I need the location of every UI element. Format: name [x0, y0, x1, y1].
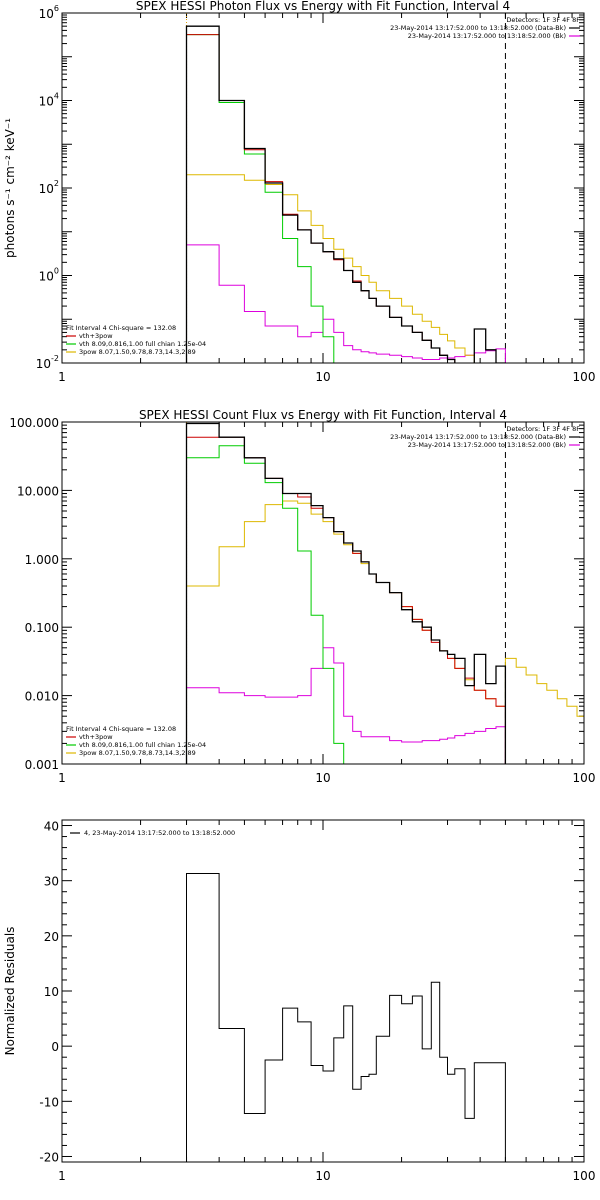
x-axis: 1 10 100: [58, 820, 595, 1183]
legend-entry: 3pow 8.07,1.50,9.78,8.73,14.3,2.89: [79, 348, 196, 356]
plot-frame: [61, 421, 585, 765]
chart-3: Normalized Residuals 1 10 100 -20 -10 0 10 20 30 4…: [3, 819, 595, 1183]
legend-entry: 23-May-2014 13:17:52.000 to 13:18:52.000…: [390, 24, 566, 32]
series-line: [186, 436, 506, 764]
series-line: [185, 25, 507, 363]
y-axis: 0.001 0.010 0.100 1.000 10.000 100.000: [9, 416, 584, 772]
legend-header: Fit Interval 4 Chi-square = 132.08: [66, 725, 176, 733]
legend-entry: vth 8.09,0.816,1.00 full chian 1.25e-04: [79, 741, 206, 749]
y-tick-label: -20: [39, 1150, 59, 1164]
y-tick-label: 100.000: [9, 416, 59, 430]
y-tick-label: 10: [44, 985, 59, 999]
x-tick-label: 100: [573, 1169, 596, 1183]
chart-title: SPEX HESSI Photon Flux vs Energy with Fi…: [136, 0, 510, 13]
x-tick-label: 10: [315, 771, 330, 785]
series-line: [186, 244, 506, 363]
y-tick-label: 0: [51, 1040, 59, 1054]
x-axis: 1 10 100: [58, 13, 595, 384]
y-tick-label: 1.000: [25, 553, 59, 567]
y-tick-label: 0.001: [25, 758, 59, 772]
plot-frame: [61, 12, 585, 364]
legend-header: Detectors: 1F 3F 4F 8F: [506, 16, 580, 24]
y-axis-label: photons s⁻¹ cm⁻² keV⁻¹: [3, 118, 17, 258]
legend-entry: vth+3pow: [79, 332, 113, 340]
y-axis-label: Normalized Residuals: [3, 927, 17, 1056]
y-tick-label: 106: [39, 4, 59, 21]
x-tick-label: 100: [573, 370, 596, 384]
legend-entry: vth 8.09,0.816,1.00 full chian 1.25e-04: [79, 340, 206, 348]
y-tick-label: 102: [39, 179, 59, 196]
legend-header: Fit Interval 4 Chi-square = 132.08: [66, 324, 176, 332]
y-tick-label: 104: [39, 92, 59, 109]
y-tick-label: 40: [44, 820, 59, 834]
x-tick-label: 10: [315, 1169, 330, 1183]
y-tick-label: 10-2: [36, 354, 59, 371]
legend-entry: vth+3pow: [79, 733, 113, 741]
plot-area: [185, 13, 507, 363]
legend-entry: 3pow 8.07,1.50,9.78,8.73,14.3,2.89: [79, 749, 196, 757]
series-line: [186, 647, 506, 764]
series-line: [185, 422, 507, 764]
chart-title: SPEX HESSI Count Flux vs Energy with Fit…: [139, 408, 507, 422]
chart-2: SPEX HESSI Count Flux vs Energy with Fit…: [9, 408, 596, 785]
y-tick-label: 0.100: [25, 621, 59, 635]
plot-area: [185, 422, 584, 764]
plot-frame: [61, 819, 585, 1163]
legend-entry: 4, 23-May-2014 13:17:52.000 to 13:18:52.…: [84, 829, 235, 837]
x-tick-label: 10: [315, 370, 330, 384]
legend-bottom: Fit Interval 4 Chi-square = 132.08vth+3p…: [66, 725, 206, 757]
y-tick-label: 100: [39, 267, 59, 284]
y-tick-label: 0.010: [25, 690, 59, 704]
legend-header: Detectors: 1F 3F 4F 8F: [506, 425, 580, 433]
y-axis: -20 -10 0 10 20 30 40: [39, 820, 584, 1164]
legend-entry: 23-May-2014 13:17:52.000 to 13:18:52.000…: [390, 433, 566, 441]
series-line: [186, 445, 345, 764]
series-line: [186, 873, 506, 1162]
series-line: [186, 174, 487, 363]
x-tick-label: 100: [573, 771, 596, 785]
x-tick-label: 1: [58, 370, 66, 384]
y-axis: 10-2 100 102 104 106: [36, 4, 584, 371]
plot-area: [186, 873, 506, 1162]
y-tick-label: 30: [44, 875, 59, 889]
x-tick-label: 1: [58, 771, 66, 785]
series-line: [186, 500, 584, 764]
chart-1: SPEX HESSI Photon Flux vs Energy with Fi…: [3, 0, 595, 384]
legend-entry: 23-May-2014 13:17:52.000 to 13:18:52.000…: [408, 32, 566, 40]
legend-entry: 23-May-2014 13:17:52.000 to 13:18:52.000…: [408, 441, 566, 449]
x-tick-label: 1: [58, 1169, 66, 1183]
legend-bottom: Fit Interval 4 Chi-square = 132.08vth+3p…: [66, 324, 206, 356]
y-tick-label: 20: [44, 930, 59, 944]
legend-top: 4, 23-May-2014 13:17:52.000 to 13:18:52.…: [70, 829, 235, 837]
y-tick-label: -10: [39, 1095, 59, 1109]
y-tick-label: 10.000: [17, 484, 59, 498]
